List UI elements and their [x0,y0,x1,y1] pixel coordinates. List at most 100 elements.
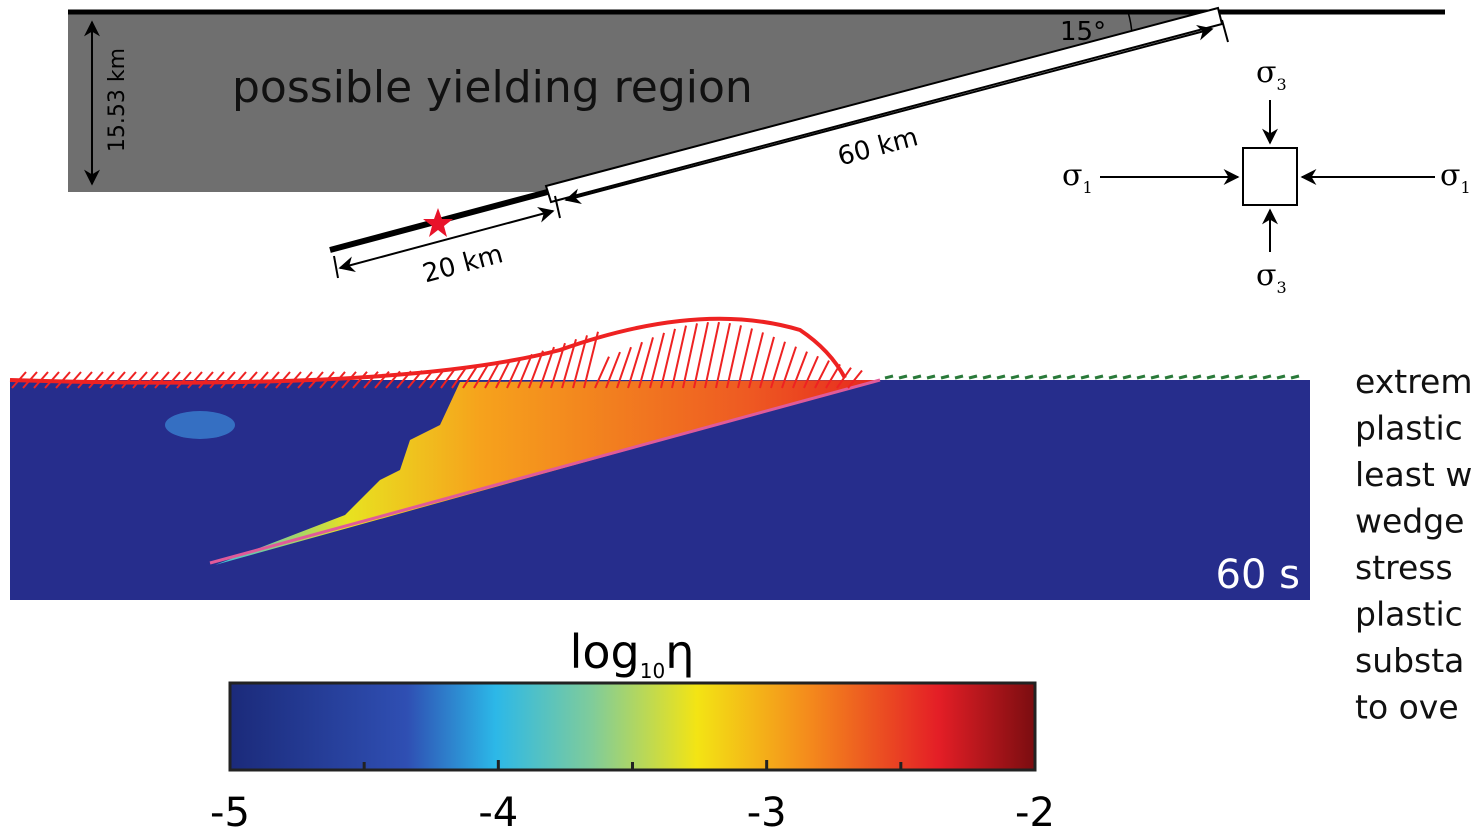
displacement-vector [605,351,621,389]
fault-trace [209,378,881,565]
time-label: 60 s [1216,552,1300,598]
side-text-line: extrem [1355,362,1472,401]
displacement-vector [506,356,522,389]
surface-marker [1150,374,1160,380]
side-text-line: least w [1355,455,1472,494]
displacement-vector [121,371,137,389]
side-text-line: substa [1355,641,1464,680]
displacement-vector [231,371,247,389]
stress-label: σ3 [1256,258,1287,297]
tick [1221,19,1229,43]
surface-marker [940,374,950,380]
colorbar-label: log10η [570,625,695,683]
surface-marker [1066,374,1076,380]
lower-length-arrow [338,206,555,273]
top-diagram: 15.53 km possible yielding region 15° 60… [68,6,1471,297]
displacement-vector [99,371,115,389]
displacement-vector [792,351,808,389]
displacement-vector [165,371,181,389]
displacement-vector [440,368,456,389]
surface-marker [954,374,964,380]
displacement-vector [748,332,764,389]
displacement-vector [143,371,159,389]
surface-marker [968,374,978,380]
displacement-vector [154,371,170,389]
surface-marker [1038,374,1048,380]
stress-label: σ1 [1440,158,1471,197]
surface-marker [996,374,1006,380]
tick-label: -2 [1015,790,1055,833]
displacement-vector [352,371,368,389]
tick [333,255,339,279]
tick-label: -3 [747,790,787,833]
colorbar: log10η -5 -4 -3 -2 [210,625,1055,833]
surface-marker [1136,374,1146,380]
displacement-vector [583,331,599,389]
surface-marker [1052,374,1062,380]
surface-marker [1220,374,1230,380]
displacement-vector [847,369,863,389]
tick [554,195,561,219]
displacement-vector [220,371,236,389]
displacement-vector [88,371,104,389]
displacement-vector [176,371,192,389]
displacement-vector [737,328,753,389]
displacement-vector [814,360,830,389]
surface-marker [884,374,894,380]
displacement-vector [473,364,489,389]
displacement-vector [660,328,676,389]
displacement-vector [616,346,632,389]
displacement-vector [704,321,720,389]
surface-marker [1234,374,1244,380]
displacement-vector [594,356,610,389]
surface-outline [9,316,847,385]
displacement-vector [803,355,819,389]
displacement-vector [517,353,533,389]
surface-marker [1192,374,1202,380]
displacement-vector [110,371,126,389]
displacement-vector [627,341,643,389]
side-text-line: plastic [1355,409,1463,448]
side-text-line: to ove [1355,688,1459,727]
surface-marker [898,374,908,380]
displacement-vector [198,371,214,389]
surface-marker [926,374,936,380]
displacement-vector [187,371,203,389]
surface-marker [1010,374,1020,380]
displacement-vector [671,325,687,389]
displacement-vector [770,341,786,389]
blob [165,411,235,439]
side-text: extrem plastic least w wedge stress plastic su… [1355,362,1472,727]
tick-label: -4 [478,790,518,833]
snapshot: 60 s [9,316,1310,600]
lower-length-label: 20 km [420,239,507,289]
displacement-vector [638,337,654,389]
surface-marker [1024,374,1034,380]
displacement-vector [781,346,797,389]
displacement-vector [528,350,544,389]
displacement-vector [759,336,775,389]
displacement-vector [682,323,698,389]
surface-marker [1206,374,1216,380]
side-text-line: wedge [1355,502,1465,541]
tick-label: -5 [210,790,250,833]
region-label: possible yielding region [232,62,753,113]
side-text-line: plastic [1355,595,1463,634]
stress-label: σ3 [1256,55,1287,94]
displacement-vector [693,321,709,389]
displacement-vector [484,362,500,389]
surface-marker [912,374,922,380]
stress-label: σ1 [1062,158,1093,197]
displacement-vector [495,359,511,389]
displacement-vector [132,371,148,389]
side-text-line: stress [1355,548,1453,587]
displacement-vector [451,367,467,389]
surface-marker [1122,374,1132,380]
surface-marker [1276,374,1286,380]
surface-marker [1094,374,1104,380]
surface-marker [1262,374,1272,380]
stress-element [1242,147,1298,206]
displacement-vector [572,335,588,389]
displacement-vector [462,365,478,389]
